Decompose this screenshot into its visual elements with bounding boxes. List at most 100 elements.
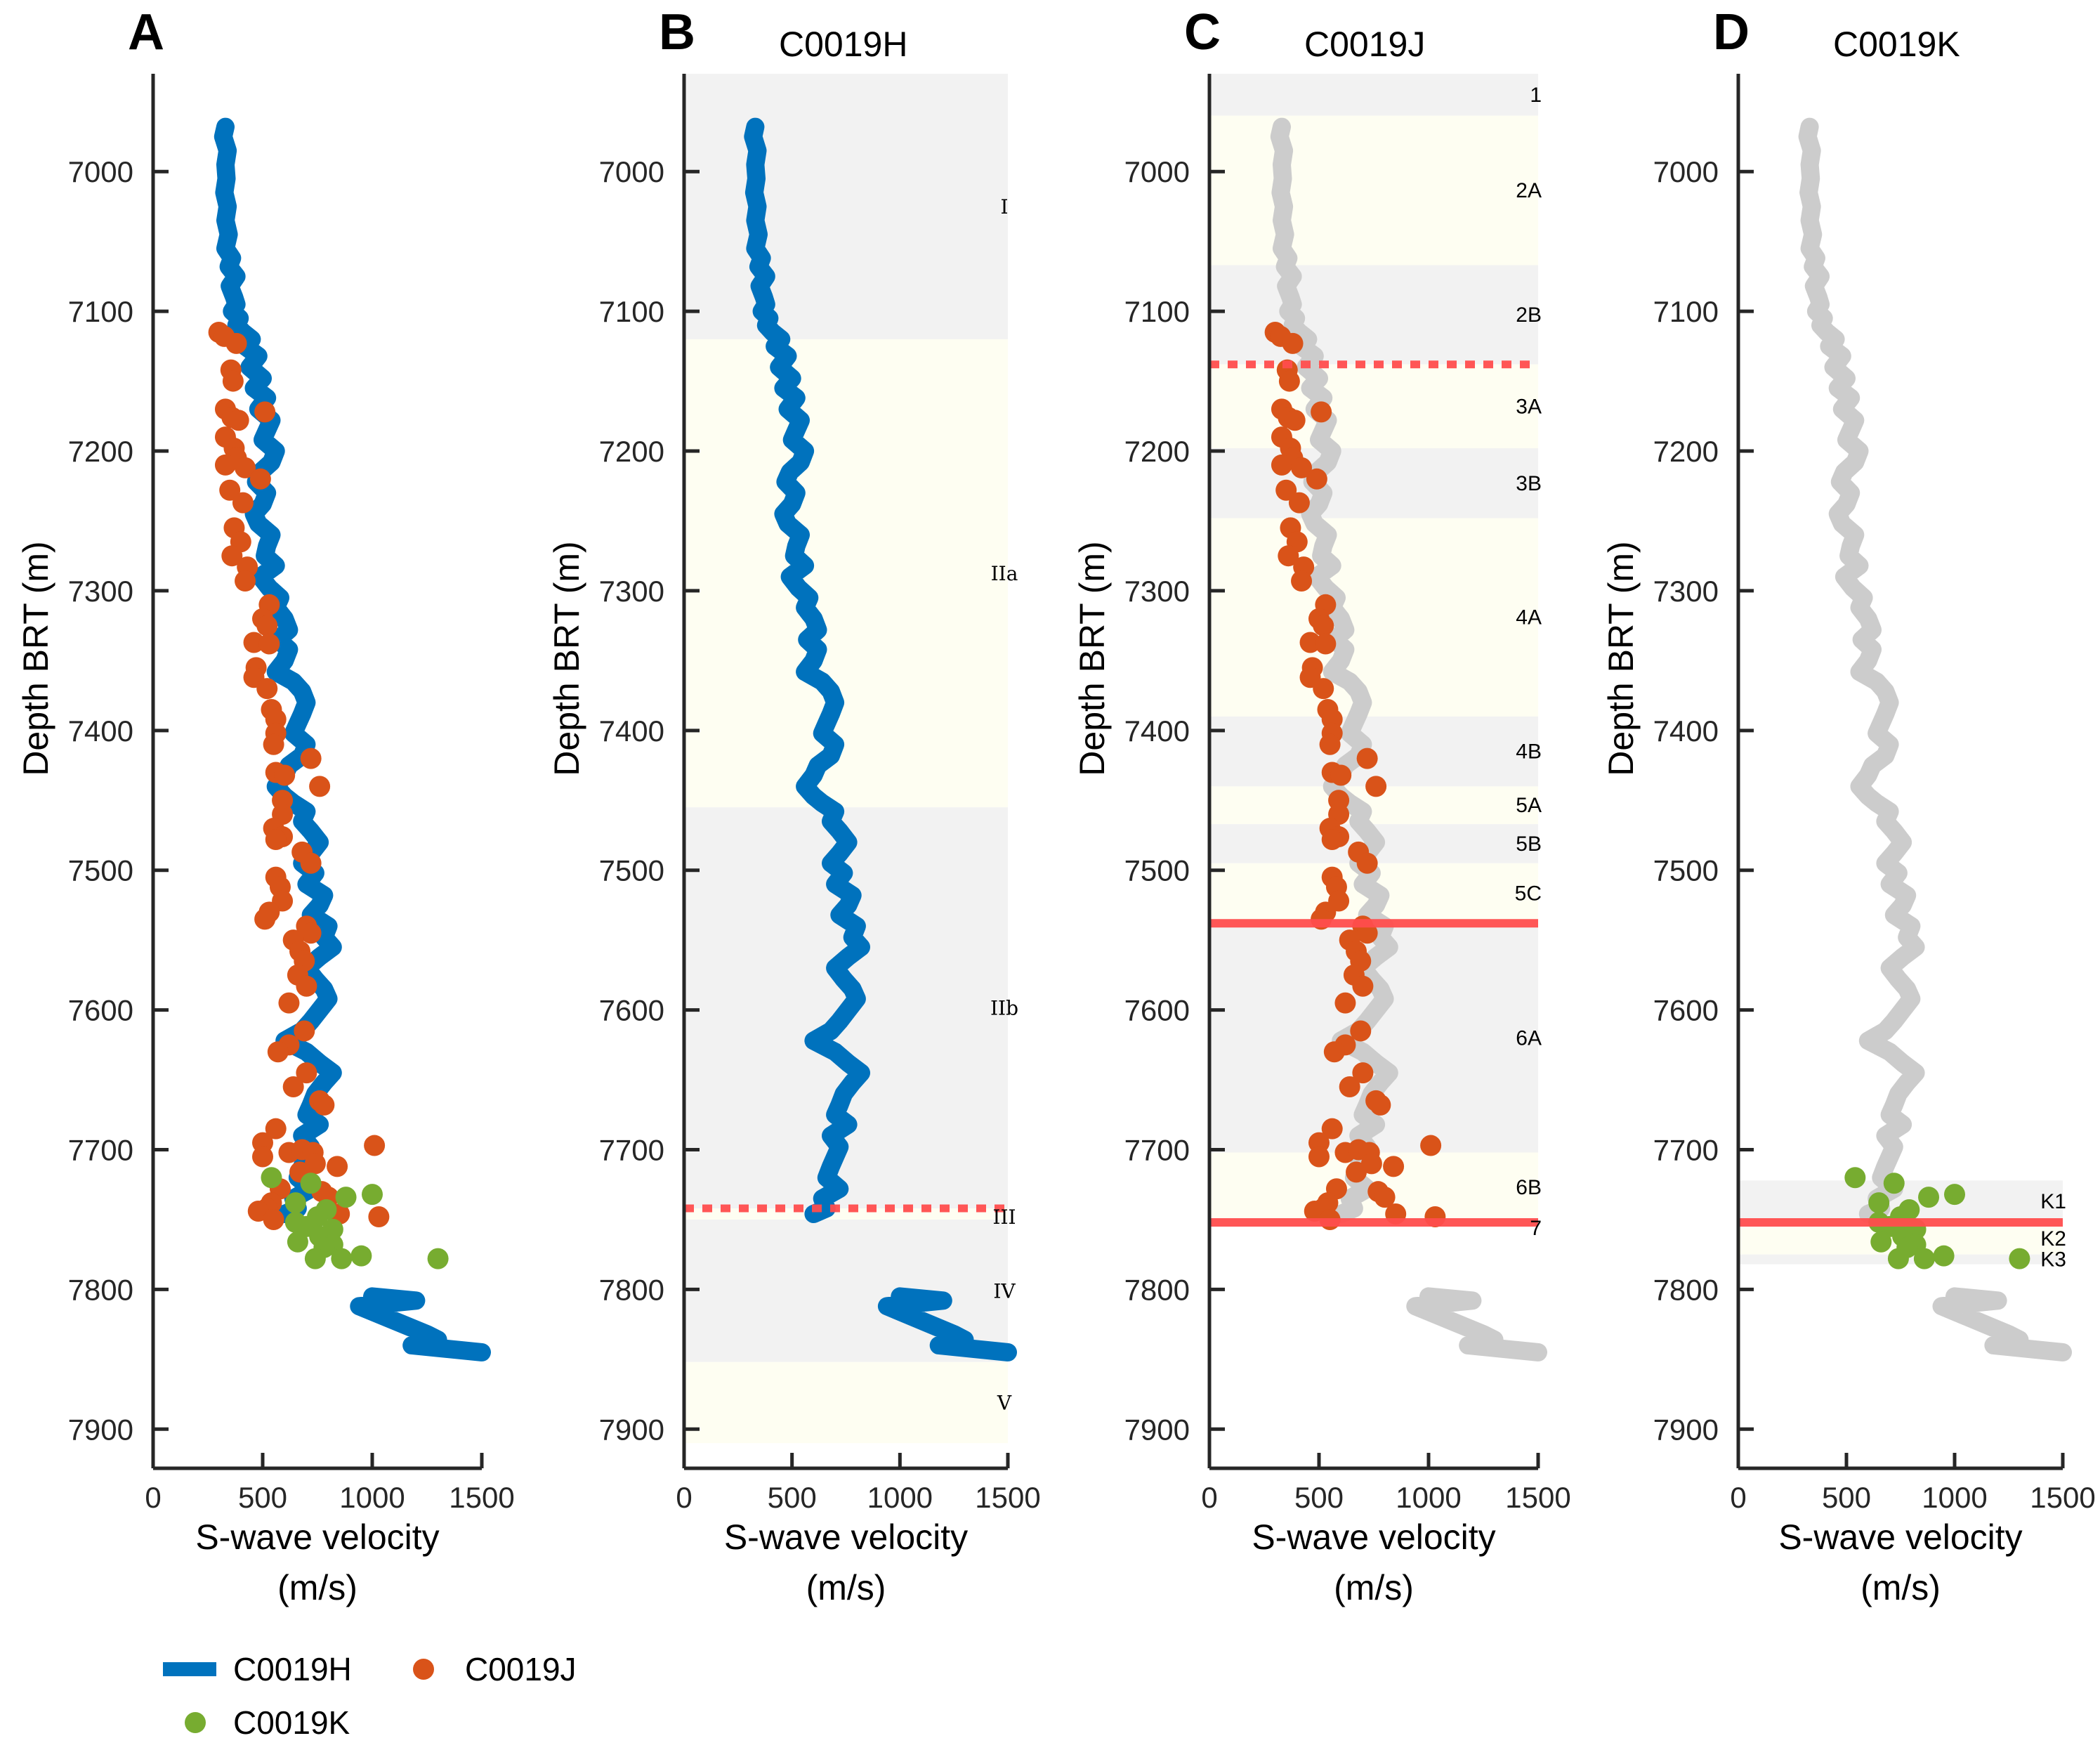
data-point-c0019j [304, 1153, 326, 1175]
unit-label: 6A [1516, 1026, 1542, 1050]
unit-band [1209, 518, 1538, 717]
unit-label: 2A [1516, 179, 1542, 202]
data-point-c0019k [1944, 1184, 1965, 1206]
y-tick-label: 7900 [599, 1413, 664, 1446]
y-axis-label: Depth BRT (m) [1072, 541, 1112, 776]
data-point-c0019j [1420, 1135, 1442, 1156]
x-axis-label-units: (m/s) [1861, 1568, 1941, 1607]
legend-label-c0019k: C0019K [233, 1704, 350, 1741]
y-tick-label: 7700 [1653, 1134, 1719, 1167]
panel-c: 12A2B3A3B4A4B5A5B5C6A6B77000710072007300… [1072, 4, 1571, 1607]
series-c0019h-line [214, 117, 491, 1362]
unit-band [1209, 364, 1538, 449]
x-tick-label: 0 [1730, 1481, 1746, 1514]
x-tick-label: 1000 [867, 1481, 933, 1514]
y-tick-label: 7700 [68, 1134, 133, 1167]
x-axis-label: S-wave velocity [1252, 1517, 1495, 1557]
y-tick-label: 7700 [599, 1134, 664, 1167]
unit-label: 6B [1516, 1176, 1542, 1199]
data-point-c0019j [263, 1208, 284, 1230]
unit-label: I [1000, 195, 1008, 218]
data-point-c0019k [300, 1173, 322, 1194]
x-tick-label: 500 [768, 1481, 817, 1514]
x-tick-label: 1500 [975, 1481, 1040, 1514]
data-point-c0019j [232, 492, 254, 514]
x-axis-label: S-wave velocity [724, 1517, 968, 1557]
legend-swatch-c0019h [163, 1662, 216, 1676]
y-tick-label: 7800 [68, 1273, 133, 1306]
y-tick-label: 7400 [1653, 714, 1719, 747]
unit-label: IIb [990, 997, 1018, 1020]
data-point-c0019j [1356, 922, 1378, 944]
x-tick-label: 0 [676, 1481, 692, 1514]
data-point-c0019j [1306, 468, 1327, 490]
data-point-c0019j [300, 747, 322, 769]
panel-letter: A [128, 4, 164, 60]
data-point-c0019j [249, 468, 271, 490]
y-tick-label: 7300 [68, 575, 133, 608]
data-point-c0019k [1918, 1187, 1940, 1208]
data-point-c0019j [254, 908, 276, 930]
unit-label: 4B [1516, 740, 1542, 764]
y-tick-label: 7200 [1124, 435, 1190, 468]
panel-letter: B [659, 4, 695, 60]
y-tick-label: 7600 [1124, 994, 1190, 1027]
data-point-c0019k [287, 1231, 308, 1253]
x-tick-label: 1500 [1505, 1481, 1570, 1514]
data-point-c0019j [1330, 764, 1352, 786]
data-point-c0019k [335, 1187, 357, 1208]
y-tick-label: 7000 [599, 155, 664, 188]
unit-band [1209, 115, 1538, 266]
data-point-c0019k [1887, 1248, 1909, 1269]
data-point-c0019j [1271, 454, 1292, 476]
data-point-c0019j [228, 410, 249, 431]
data-point-c0019j [296, 1062, 317, 1084]
x-tick-label: 1500 [2030, 1481, 2095, 1514]
data-point-c0019j [296, 975, 317, 997]
data-point-c0019j [256, 615, 278, 636]
x-tick-label: 0 [1201, 1481, 1217, 1514]
data-point-c0019j [225, 332, 247, 354]
unit-label: IV [993, 1279, 1016, 1302]
data-point-c0019j [247, 1201, 269, 1222]
unit-band [684, 339, 1008, 808]
data-point-c0019k [1868, 1192, 1890, 1214]
data-point-c0019j [221, 545, 243, 567]
unit-label: III [992, 1206, 1016, 1229]
y-tick-label: 7000 [1653, 155, 1719, 188]
panel-title: C0019H [779, 25, 907, 64]
y-axis-label: Depth BRT (m) [547, 541, 586, 776]
y-tick-label: 7500 [1124, 854, 1190, 887]
y-tick-label: 7500 [68, 854, 133, 887]
y-tick-label: 7500 [1653, 854, 1719, 887]
data-point-c0019j [1313, 678, 1334, 700]
data-point-c0019j [263, 733, 284, 755]
data-point-c0019j [1288, 492, 1310, 514]
data-point-c0019j [1365, 776, 1387, 797]
data-point-c0019k [331, 1248, 353, 1269]
data-point-c0019j [1346, 1161, 1367, 1183]
background-profile-line [1798, 117, 2072, 1362]
data-point-c0019j [1339, 1076, 1360, 1098]
panel-b: I IIa IIb III IV V 7000 7100 7200 7300 7400 7500 760… [547, 4, 1041, 1607]
x-axis-label: S-wave velocity [195, 1517, 439, 1557]
y-tick-label: 7800 [599, 1273, 664, 1306]
data-point-c0019j [1360, 1153, 1382, 1175]
data-point-c0019j [300, 922, 322, 944]
data-point-c0019k [362, 1184, 383, 1206]
panel-letter: C [1184, 4, 1221, 60]
legend-label-c0019h: C0019H [233, 1651, 352, 1687]
unit-label: K3 [2040, 1248, 2066, 1272]
data-point-c0019j [258, 633, 280, 655]
data-point-c0019k [350, 1245, 372, 1267]
data-point-c0019j [327, 1156, 348, 1177]
legend-marker-c0019j [413, 1659, 434, 1680]
panels: 7000710072007300740075007600770078007900… [16, 4, 2096, 1607]
data-point-c0019j [300, 852, 322, 874]
data-point-c0019j [1278, 370, 1300, 392]
y-tick-label: 7900 [1653, 1413, 1719, 1446]
data-point-c0019j [1275, 479, 1297, 501]
data-point-c0019j [1352, 975, 1374, 997]
data-point-c0019k [284, 1192, 306, 1214]
data-point-c0019j [294, 1020, 315, 1042]
